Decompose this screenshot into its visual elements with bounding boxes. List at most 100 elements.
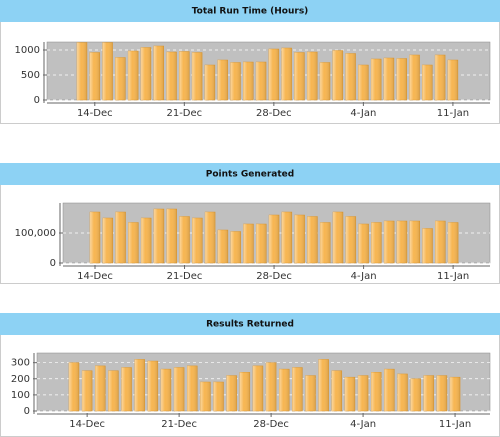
bar-shade	[226, 375, 237, 411]
bar-shade	[358, 375, 369, 411]
panel-header	[0, 313, 500, 335]
bar-shade	[281, 48, 292, 100]
x-tick-label: 11-Jan	[439, 419, 471, 430]
bar-shade	[279, 369, 290, 411]
bar-shade	[179, 51, 190, 100]
bar-shade	[179, 216, 190, 263]
bar-shade	[422, 228, 433, 263]
y-tick-label: 100,000	[15, 228, 56, 239]
bar-shade	[128, 222, 139, 263]
bar-shade	[230, 62, 241, 100]
bar-shade	[205, 212, 216, 263]
chart-title: Total Run Time (Hours)	[192, 7, 309, 17]
bar-shade	[102, 218, 113, 263]
bar-shade	[448, 222, 459, 263]
x-tick-label: 14-Dec	[77, 271, 113, 282]
bar-shade	[294, 215, 305, 263]
bar-shade	[243, 62, 254, 100]
bar-shade	[397, 373, 408, 411]
bar-shade	[82, 370, 93, 411]
bar-shade	[134, 359, 145, 411]
bar-shade	[384, 369, 395, 411]
x-tick-label: 21-Dec	[167, 271, 203, 282]
bar-shade	[294, 52, 305, 100]
bar-shade	[217, 230, 228, 263]
bar-shade	[410, 378, 421, 411]
y-tick-label: 0	[50, 258, 56, 269]
bar-shade	[396, 221, 407, 263]
bar-shade	[239, 372, 250, 411]
bar-shade	[141, 218, 152, 263]
x-tick-label: 28-Dec	[256, 271, 292, 282]
bar-shade	[192, 218, 203, 263]
y-tick-label: 0	[24, 406, 30, 417]
bar-shade	[409, 55, 420, 100]
x-tick-label: 11-Jan	[437, 271, 469, 282]
bar-shade	[435, 55, 446, 100]
bar-shade	[166, 52, 177, 100]
bar-shade	[89, 52, 100, 100]
bar-shade	[371, 59, 382, 100]
bar-shade	[320, 222, 331, 263]
x-tick-label: 28-Dec	[253, 419, 289, 430]
bar-shade	[166, 209, 177, 263]
bar-shade	[192, 52, 203, 100]
bar-shade	[358, 224, 369, 263]
bar-shade	[115, 57, 126, 100]
bar-shade	[409, 221, 420, 263]
bar-shade	[384, 221, 395, 263]
bar-shade	[102, 42, 113, 100]
bar-shade	[358, 65, 369, 100]
bar-shade	[332, 50, 343, 100]
bar-shade	[344, 377, 355, 411]
bar-shade	[345, 216, 356, 263]
y-tick-label: 0	[34, 95, 40, 106]
y-tick-label: 100	[11, 390, 30, 401]
y-tick-label: 200	[11, 374, 30, 385]
y-tick-label: 1000	[15, 45, 40, 56]
x-tick-label: 21-Dec	[161, 419, 197, 430]
bar-shade	[345, 53, 356, 100]
bar-shade	[95, 365, 106, 411]
panel-header	[0, 0, 500, 22]
x-tick-label: 4-Jan	[351, 271, 377, 282]
bar-shade	[160, 369, 171, 411]
bar-shade	[450, 377, 461, 411]
bar-shade	[371, 222, 382, 263]
x-tick-label: 4-Jan	[350, 108, 376, 119]
bar-shade	[213, 382, 224, 411]
bar-shade	[200, 382, 211, 411]
bar-shade	[128, 51, 139, 100]
bar-shade	[230, 231, 241, 263]
bar-shade	[331, 370, 342, 411]
bar-shade	[269, 215, 280, 263]
bar-shade	[69, 362, 79, 411]
bar-shade	[292, 367, 303, 411]
bar-shade	[252, 365, 263, 411]
x-tick-label: 4-Jan	[350, 419, 376, 430]
bar-shade	[153, 46, 164, 100]
bar-shade	[435, 221, 446, 263]
chart-title: Results Returned	[206, 320, 294, 330]
x-tick-label: 14-Dec	[77, 108, 113, 119]
x-tick-label: 21-Dec	[166, 108, 202, 119]
chart-title: Points Generated	[206, 170, 294, 180]
bar-shade	[140, 47, 151, 100]
bar-shade	[256, 62, 267, 100]
bar-shade	[256, 224, 267, 263]
x-tick-label: 14-Dec	[69, 419, 105, 430]
bar-shade	[422, 65, 433, 100]
bar-shade	[436, 375, 447, 411]
bar-shade	[333, 212, 344, 263]
bar-shade	[371, 372, 382, 411]
bar-shade	[108, 370, 119, 411]
bar-shade	[268, 49, 279, 100]
bar-shade	[396, 58, 407, 100]
panel-header	[0, 163, 500, 185]
bar-shade	[383, 58, 394, 100]
bar-shade	[153, 209, 164, 263]
bar-shade	[115, 212, 126, 263]
y-tick-label: 300	[11, 358, 30, 369]
bar-shade	[266, 362, 277, 411]
